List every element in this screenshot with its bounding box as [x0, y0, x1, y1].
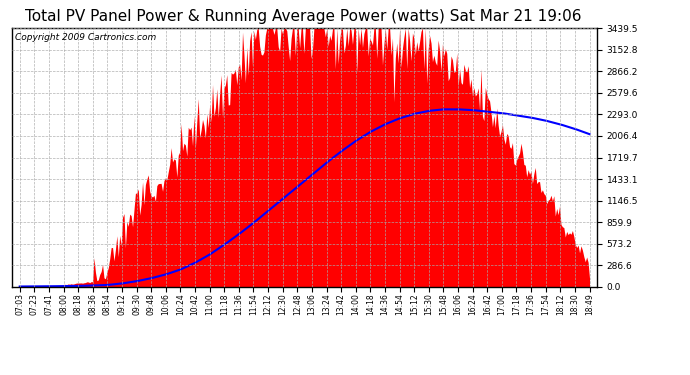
Text: Total PV Panel Power & Running Average Power (watts) Sat Mar 21 19:06: Total PV Panel Power & Running Average P… [26, 9, 582, 24]
Text: Copyright 2009 Cartronics.com: Copyright 2009 Cartronics.com [15, 33, 157, 42]
